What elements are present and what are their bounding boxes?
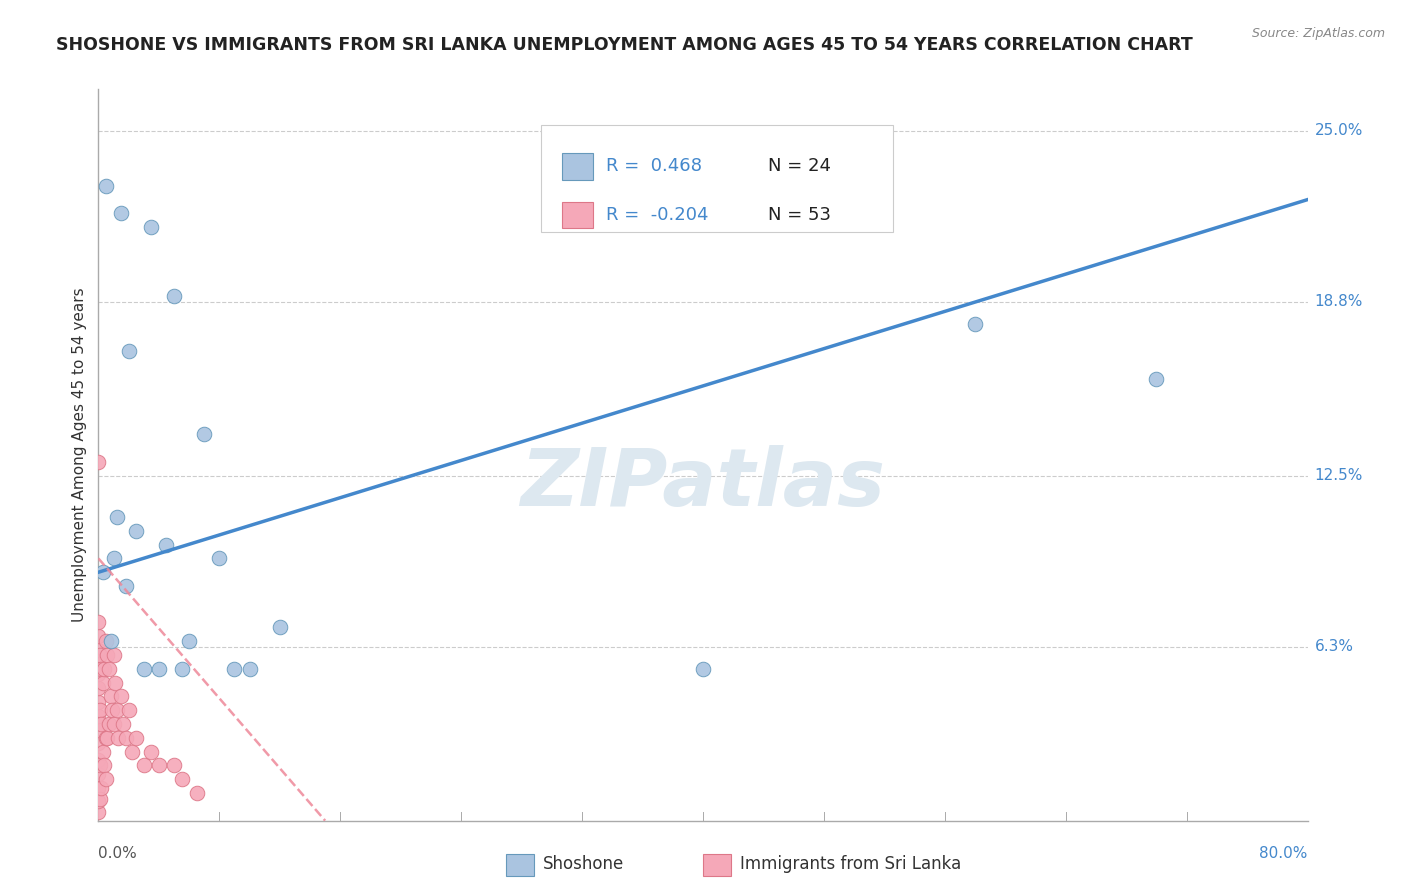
Point — [87, 629, 110, 643]
Point — [163, 289, 186, 303]
Point — [87, 667, 110, 681]
Y-axis label: Unemployment Among Ages 45 to 54 years: Unemployment Among Ages 45 to 54 years — [72, 287, 87, 623]
Point — [94, 178, 117, 193]
Point — [98, 717, 121, 731]
Point — [193, 427, 215, 442]
Point — [87, 695, 110, 709]
Point — [104, 675, 127, 690]
Point — [91, 675, 114, 690]
Point — [89, 791, 111, 805]
Point — [87, 753, 110, 767]
Point — [87, 615, 110, 629]
Point — [96, 648, 118, 662]
Text: N = 24: N = 24 — [768, 157, 831, 176]
Point — [692, 662, 714, 676]
Text: 6.3%: 6.3% — [1315, 640, 1354, 654]
Point — [93, 662, 115, 676]
Text: 25.0%: 25.0% — [1315, 123, 1362, 138]
Text: 80.0%: 80.0% — [1260, 846, 1308, 861]
Point — [125, 731, 148, 745]
Point — [1146, 372, 1168, 386]
Point — [87, 708, 110, 723]
Text: Shoshone: Shoshone — [543, 855, 624, 873]
Text: SHOSHONE VS IMMIGRANTS FROM SRI LANKA UNEMPLOYMENT AMONG AGES 45 TO 54 YEARS COR: SHOSHONE VS IMMIGRANTS FROM SRI LANKA UN… — [56, 36, 1192, 54]
Point — [101, 703, 124, 717]
Point — [132, 758, 155, 772]
Point — [91, 566, 114, 580]
Point — [269, 620, 291, 634]
Point — [94, 634, 117, 648]
Text: 18.8%: 18.8% — [1315, 294, 1362, 310]
Text: R =  -0.204: R = -0.204 — [606, 206, 725, 224]
Point — [87, 736, 110, 750]
Point — [132, 662, 155, 676]
Point — [179, 634, 201, 648]
Point — [118, 703, 141, 717]
Text: ZIPatlas: ZIPatlas — [520, 445, 886, 524]
Point — [121, 745, 143, 759]
Point — [114, 579, 136, 593]
Point — [155, 538, 177, 552]
Point — [224, 662, 246, 676]
Point — [170, 662, 193, 676]
Point — [105, 703, 128, 717]
Point — [118, 344, 141, 359]
Point — [87, 681, 110, 695]
Point — [114, 731, 136, 745]
Point — [125, 524, 148, 538]
Point — [208, 551, 231, 566]
Point — [107, 731, 129, 745]
Point — [93, 758, 115, 772]
Point — [89, 703, 111, 717]
Point — [87, 780, 110, 795]
Point — [94, 772, 117, 787]
Point — [103, 717, 125, 731]
Point — [87, 654, 110, 668]
Text: 12.5%: 12.5% — [1315, 468, 1362, 483]
Text: Source: ZipAtlas.com: Source: ZipAtlas.com — [1251, 27, 1385, 40]
Point — [141, 220, 163, 235]
Point — [148, 662, 170, 676]
Point — [163, 758, 186, 772]
Point — [94, 731, 117, 745]
Point — [111, 717, 134, 731]
Point — [96, 731, 118, 745]
Point — [90, 662, 112, 676]
Text: N = 53: N = 53 — [768, 206, 831, 224]
Point — [87, 642, 110, 657]
Point — [141, 745, 163, 759]
Point — [186, 786, 208, 800]
Point — [89, 648, 111, 662]
Text: Immigrants from Sri Lanka: Immigrants from Sri Lanka — [740, 855, 960, 873]
Text: R =  0.468: R = 0.468 — [606, 157, 720, 176]
Point — [170, 772, 193, 787]
Point — [239, 662, 262, 676]
Point — [100, 690, 122, 704]
Point — [87, 794, 110, 808]
Text: 0.0%: 0.0% — [98, 846, 138, 861]
Point — [89, 758, 111, 772]
Point — [110, 690, 132, 704]
Point — [148, 758, 170, 772]
Point — [105, 510, 128, 524]
Point — [98, 662, 121, 676]
Point — [965, 317, 987, 331]
Point — [87, 455, 110, 469]
Point — [103, 551, 125, 566]
Point — [100, 634, 122, 648]
Point — [110, 206, 132, 220]
Point — [91, 745, 114, 759]
Point — [87, 723, 110, 737]
Point — [90, 780, 112, 795]
Point — [87, 766, 110, 780]
Point — [103, 648, 125, 662]
Point — [90, 717, 112, 731]
Point — [87, 805, 110, 820]
